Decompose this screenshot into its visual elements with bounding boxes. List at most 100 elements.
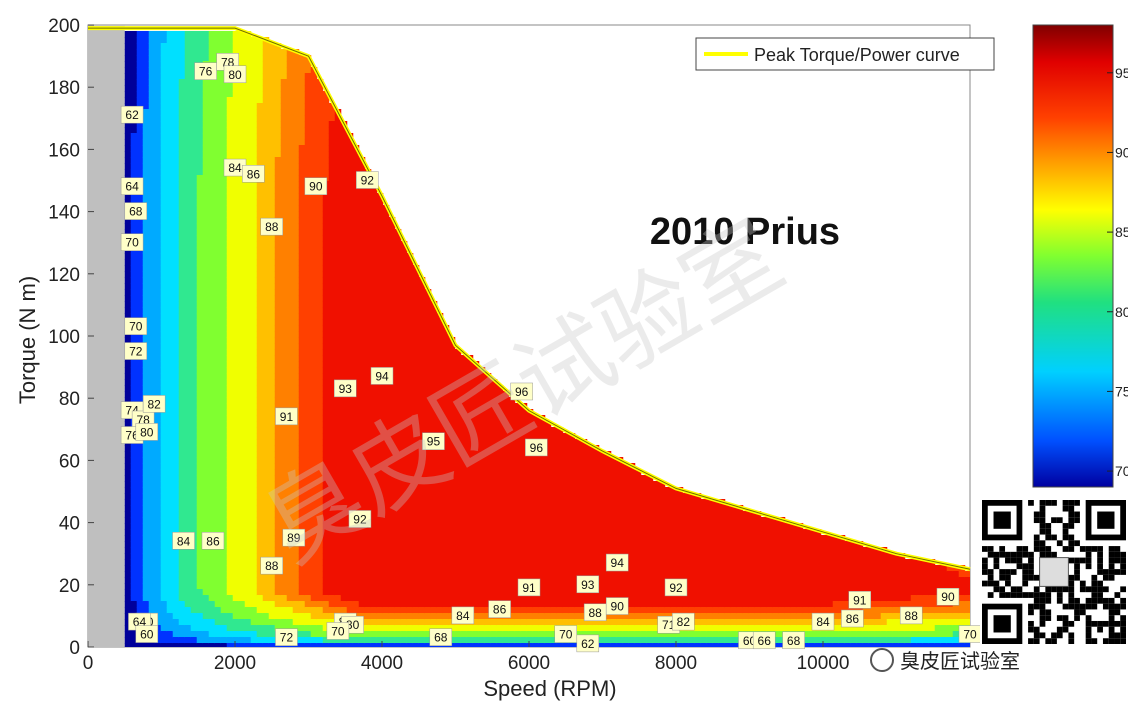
- contour-cell: [406, 499, 414, 506]
- contour-cell: [226, 43, 234, 50]
- contour-cell: [154, 517, 162, 524]
- contour-cell: [136, 367, 144, 374]
- contour-cell: [364, 421, 372, 428]
- contour-cell: [238, 283, 246, 290]
- contour-cell: [442, 553, 450, 560]
- contour-cell: [310, 487, 318, 494]
- contour-cell: [154, 319, 162, 326]
- contour-cell: [418, 487, 426, 494]
- contour-cell: [382, 607, 390, 614]
- contour-cell: [220, 589, 228, 596]
- contour-cell: [166, 67, 174, 74]
- contour-cell: [268, 589, 276, 596]
- contour-cell: [364, 259, 372, 266]
- contour-cell: [412, 601, 420, 608]
- contour-cell: [352, 451, 360, 458]
- contour-cell: [190, 73, 198, 80]
- contour-cell: [406, 451, 414, 458]
- contour-cell: [454, 397, 462, 404]
- contour-cell: [160, 547, 168, 554]
- contour-cell: [454, 409, 462, 416]
- contour-cell: [220, 553, 228, 560]
- contour-cell: [220, 337, 228, 344]
- contour-cell: [244, 187, 252, 194]
- contour-cell: [310, 91, 318, 98]
- contour-cell: [172, 643, 180, 647]
- contour-cell: [328, 367, 336, 374]
- contour-cell: [202, 493, 210, 500]
- contour-cell: [340, 349, 348, 356]
- contour-cell: [250, 379, 258, 386]
- contour-cell: [352, 433, 360, 440]
- contour-cell: [394, 547, 402, 554]
- contour-cell: [244, 145, 252, 152]
- contour-cell: [202, 187, 210, 194]
- contour-cell: [382, 583, 390, 590]
- contour-cell: [262, 289, 270, 296]
- contour-cell: [358, 205, 366, 212]
- contour-cell: [262, 169, 270, 176]
- contour-cell: [232, 223, 240, 230]
- contour-cell: [154, 601, 162, 608]
- contour-cell: [352, 181, 360, 188]
- contour-cell: [286, 511, 294, 518]
- contour-cell: [328, 193, 336, 200]
- contour-cell: [136, 157, 144, 164]
- contour-cell: [148, 463, 156, 470]
- contour-cell: [208, 409, 216, 416]
- contour-cell: [196, 109, 204, 116]
- contour-cell: [346, 199, 354, 206]
- contour-cell: [304, 511, 312, 518]
- contour-cell: [346, 349, 354, 356]
- contour-cell: [328, 535, 336, 542]
- contour-cell: [388, 475, 396, 482]
- contour-cell: [286, 223, 294, 230]
- contour-cell: [160, 223, 168, 230]
- contour-cell: [292, 319, 300, 326]
- contour-cell: [232, 643, 240, 647]
- contour-cell: [412, 565, 420, 572]
- contour-cell: [340, 421, 348, 428]
- contour-cell: [160, 511, 168, 518]
- contour-cell: [286, 307, 294, 314]
- contour-cell: [418, 571, 426, 578]
- contour-cell: [250, 361, 258, 368]
- contour-cell: [274, 367, 282, 374]
- contour-cell: [382, 223, 390, 230]
- contour-cell: [442, 385, 450, 392]
- contour-cell: [238, 235, 246, 242]
- contour-cell: [286, 427, 294, 434]
- contour-cell: [292, 253, 300, 260]
- contour-cell: [382, 541, 390, 548]
- contour-cell: [376, 565, 384, 572]
- contour-cell: [448, 601, 456, 608]
- contour-cell: [136, 97, 144, 104]
- contour-cell: [202, 235, 210, 242]
- contour-cell: [370, 469, 378, 476]
- contour-cell: [448, 385, 456, 392]
- contour-cell: [424, 583, 432, 590]
- contour-cell: [178, 127, 186, 134]
- contour-cell: [310, 613, 318, 620]
- contour-cell: [250, 421, 258, 428]
- contour-cell: [322, 541, 330, 548]
- contour-cell: [226, 103, 234, 110]
- contour-cell: [406, 487, 414, 494]
- contour-cell: [442, 379, 450, 386]
- contour-cell: [208, 133, 216, 140]
- contour-cell: [244, 325, 252, 332]
- contour-cell: [130, 535, 138, 542]
- contour-cell: [160, 199, 168, 206]
- contour-cell: [298, 259, 306, 266]
- contour-cell: [298, 325, 306, 332]
- contour-cell: [184, 481, 192, 488]
- contour-cell: [316, 535, 324, 542]
- contour-cell: [280, 565, 288, 572]
- contour-cell: [256, 73, 264, 80]
- contour-cell: [448, 433, 456, 440]
- contour-cell: [124, 487, 132, 494]
- contour-cell: [364, 427, 372, 434]
- contour-cell: [298, 193, 306, 200]
- contour-cell: [412, 397, 420, 404]
- contour-cell: [280, 367, 288, 374]
